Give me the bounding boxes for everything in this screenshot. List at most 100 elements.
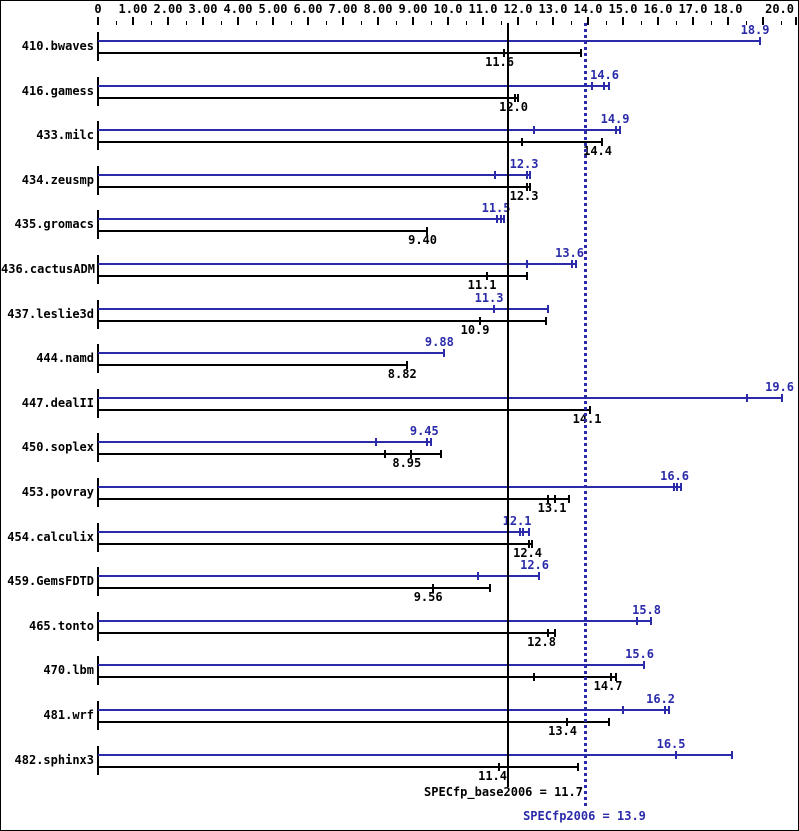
base-run-tick: [576, 763, 579, 771]
axis-major-tick: [97, 17, 99, 25]
axis-tick-label: 8.00: [363, 2, 393, 16]
peak-run-tick: [679, 483, 682, 491]
peak-value-label: 12.3: [509, 157, 539, 171]
base-run-tick: [513, 94, 516, 102]
axis-minor-tick: [640, 21, 642, 25]
base-run-tick: [532, 673, 535, 681]
axis-tick-label: 18.0: [713, 2, 743, 16]
peak-run-tick: [667, 706, 670, 714]
axis-major-tick: [377, 17, 379, 25]
axis-tick-label: 7.00: [328, 2, 358, 16]
peak-run-tick: [522, 528, 525, 536]
peak-bar: [98, 308, 548, 310]
base-bar: [98, 141, 602, 143]
peak-run-tick: [730, 751, 733, 759]
row-axis-segment: [97, 746, 99, 775]
base-run-tick: [384, 450, 386, 458]
axis-tick-label: 12.0: [503, 2, 533, 16]
axis-major-tick: [657, 17, 659, 25]
peak-run-tick: [664, 706, 666, 714]
axis-tick-label: 1.00: [118, 2, 148, 16]
peak-value-label: 11.3: [474, 291, 504, 305]
base-value-label: 13.1: [537, 501, 567, 515]
base-value-label: 8.82: [387, 367, 417, 381]
axis-minor-tick: [185, 21, 187, 25]
peak-run-tick: [538, 572, 540, 580]
peak-run-tick: [781, 394, 784, 402]
benchmark-name-label: 444.namd: [36, 351, 94, 365]
base-run-tick: [546, 495, 549, 503]
benchmark-name-label: 416.gamess: [21, 84, 94, 98]
axis-minor-tick: [255, 21, 257, 25]
base-bar: [98, 409, 590, 411]
axis-tick-label: 9.00: [398, 2, 428, 16]
base-bar: [98, 587, 490, 589]
base-run-tick: [545, 317, 547, 325]
peak-run-tick: [525, 260, 528, 268]
base-run-tick: [608, 718, 610, 726]
peak-run-tick: [574, 260, 577, 268]
base-run-tick: [410, 450, 413, 458]
base-value-label: 12.8: [527, 635, 556, 649]
base-run-tick: [525, 272, 528, 280]
benchmark-name-label: 454.calculix: [7, 530, 94, 544]
peak-mean-summary-label: SPECfp2006 = 13.9: [523, 809, 646, 823]
axis-minor-tick: [780, 21, 782, 25]
base-run-tick: [588, 406, 591, 414]
axis-major-tick: [272, 17, 274, 25]
benchmark-name-label: 436.cactusADM: [1, 262, 95, 276]
base-run-tick: [580, 49, 582, 57]
axis-tick-label: 10.0: [433, 2, 463, 16]
benchmark-name-label: 435.gromacs: [14, 217, 94, 231]
peak-run-tick: [503, 215, 505, 223]
base-bar: [98, 364, 407, 366]
base-value-label: 12.4: [513, 546, 542, 560]
peak-run-tick: [622, 706, 624, 714]
base-run-tick: [431, 584, 434, 592]
base-run-tick: [489, 584, 491, 592]
axis-major-tick: [762, 17, 764, 25]
axis-minor-tick: [360, 21, 362, 25]
axis-major-tick: [132, 17, 134, 25]
peak-run-tick: [527, 528, 530, 536]
axis-minor-tick: [675, 21, 677, 25]
axis-minor-tick: [430, 21, 432, 25]
peak-bar: [98, 709, 669, 711]
peak-run-tick: [758, 37, 761, 45]
axis-tick-label: 4.00: [223, 2, 253, 16]
peak-value-label: 15.6: [625, 647, 654, 661]
base-value-label: 9.56: [413, 590, 443, 604]
axis-tick-label: 13.0: [538, 2, 568, 16]
axis-tick-label: 5.00: [258, 2, 288, 16]
peak-mean-reference-line: [583, 23, 587, 809]
base-run-tick: [601, 138, 603, 146]
row-axis-segment: [97, 210, 99, 239]
peak-run-tick: [746, 394, 749, 402]
peak-run-tick: [494, 171, 497, 179]
axis-major-tick: [412, 17, 414, 25]
peak-bar: [98, 486, 681, 488]
axis-major-tick: [307, 17, 309, 25]
row-axis-segment: [97, 567, 99, 596]
peak-run-tick: [492, 305, 495, 313]
base-run-tick: [567, 495, 570, 503]
row-axis-segment: [97, 166, 99, 195]
base-bar: [98, 543, 532, 545]
peak-bar: [98, 754, 732, 756]
axis-tick-label: 15.0: [608, 2, 638, 16]
peak-run-tick: [602, 82, 605, 90]
peak-run-tick: [546, 305, 549, 313]
benchmark-name-label: 470.lbm: [43, 663, 94, 677]
base-run-tick: [615, 673, 617, 681]
axis-major-tick: [622, 17, 624, 25]
peak-value-label: 18.9: [740, 23, 770, 37]
peak-bar: [98, 85, 609, 87]
peak-run-tick: [674, 751, 677, 759]
base-value-label: 13.4: [548, 724, 577, 738]
row-axis-segment: [97, 433, 99, 462]
benchmark-name-label: 453.povray: [21, 485, 94, 499]
base-run-tick: [517, 94, 519, 102]
peak-run-tick: [525, 171, 528, 179]
peak-value-label: 12.6: [520, 558, 549, 572]
